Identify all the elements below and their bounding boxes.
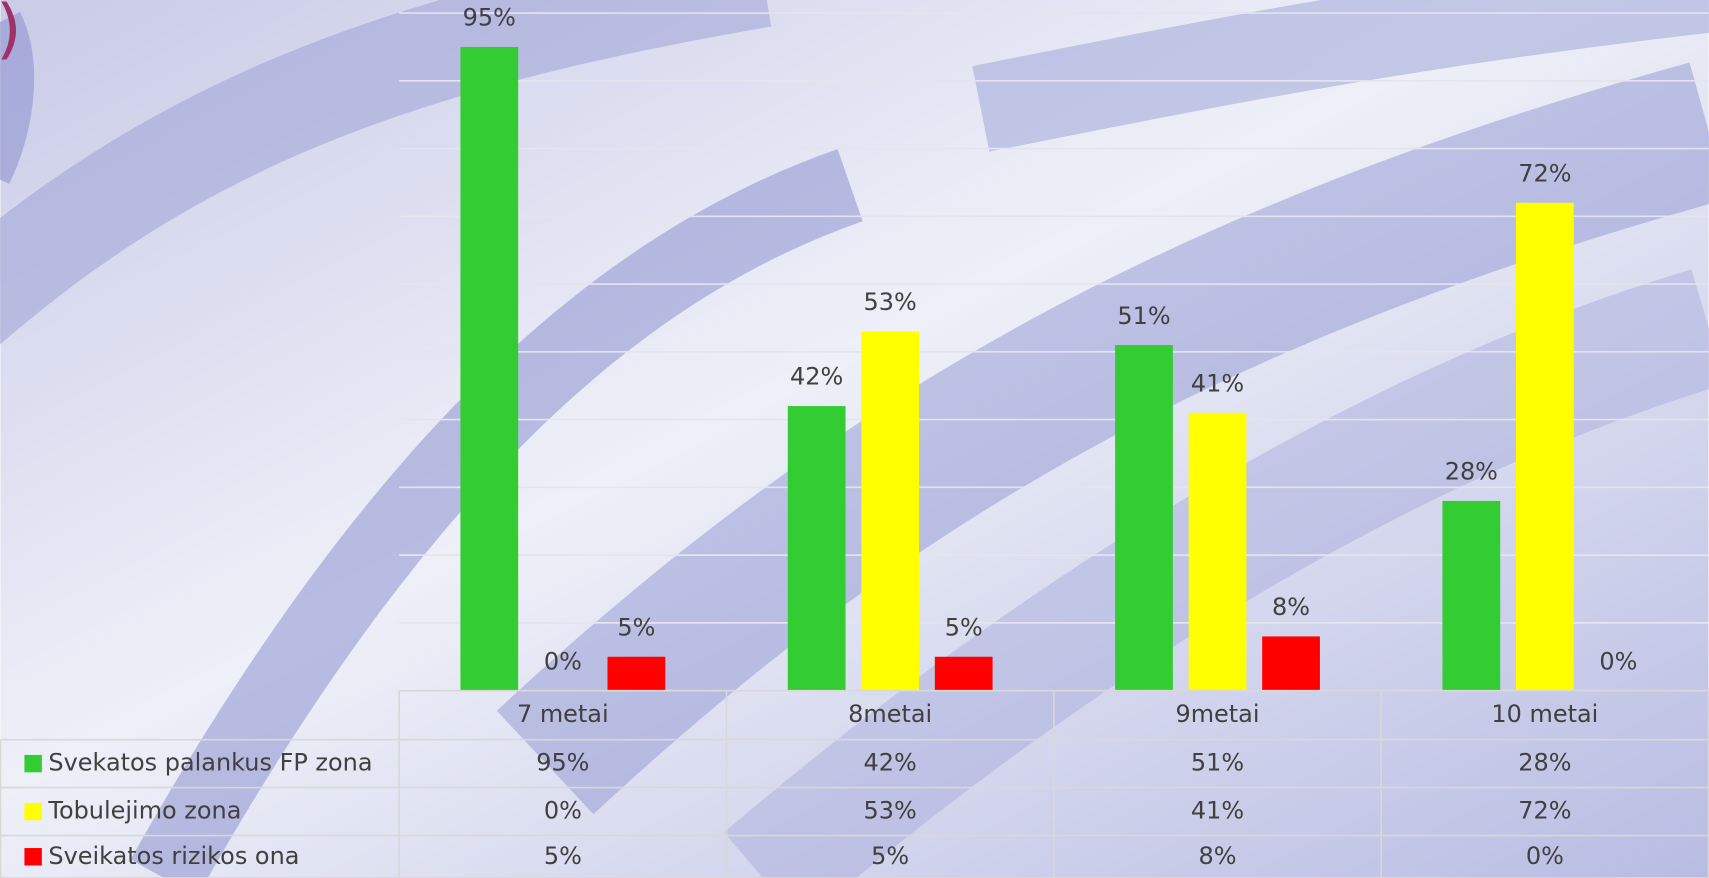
data-label: 28% (1445, 458, 1498, 486)
data-label: 5% (945, 613, 983, 641)
table-value: 51% (1191, 749, 1244, 777)
bar (460, 46, 519, 691)
category-label: 8metai (848, 700, 932, 728)
marks: 95% 42% 51% 28% 0% 53% 41% 72% 5% 5% 8% 0% (460, 4, 1637, 691)
bar (1262, 636, 1320, 691)
table-value: 53% (864, 797, 917, 825)
legend-swatch (24, 848, 42, 866)
bar (1515, 202, 1574, 691)
data-label: 53% (864, 288, 917, 316)
legend-label: Svekatos palankus FP zona (48, 749, 372, 777)
data-label: 8% (1272, 593, 1310, 621)
category-label: 9metai (1175, 700, 1259, 728)
table-value: 0% (1526, 842, 1564, 870)
data-label: 51% (1117, 302, 1170, 330)
grid (399, 12, 1709, 692)
data-table: 7 metai 8metai 9metai 10 metai Svekatos pala… (0, 689, 1709, 878)
bar (1115, 345, 1173, 691)
bar (787, 406, 846, 691)
bar (1188, 412, 1247, 691)
data-label: 0% (544, 647, 582, 675)
legend-swatch (24, 802, 42, 821)
data-label: 0% (1599, 647, 1637, 675)
table-value: 42% (864, 749, 917, 777)
table-value: 28% (1518, 749, 1571, 777)
table-value: 5% (544, 842, 582, 870)
data-label: 42% (790, 363, 843, 391)
data-label: 95% (463, 4, 516, 32)
data-label: 5% (617, 613, 655, 641)
bar (934, 656, 993, 691)
corner-text: ) (0, 0, 22, 67)
legend-label: Tobulejimo zona (47, 797, 241, 825)
table-value: 0% (544, 797, 582, 825)
data-label: 41% (1191, 370, 1244, 398)
bar (607, 656, 666, 691)
category-label: 10 metai (1491, 700, 1598, 728)
table-value: 8% (1199, 842, 1237, 870)
bar (861, 331, 920, 691)
table-value: 5% (871, 842, 909, 870)
table-value: 41% (1191, 797, 1244, 825)
table-value: 72% (1518, 797, 1571, 825)
table-value: 95% (536, 749, 589, 777)
legend-swatch (24, 754, 42, 773)
bar (1442, 500, 1501, 691)
category-label: 7 metai (517, 700, 609, 728)
data-label: 72% (1518, 159, 1571, 187)
legend-label: Sveikatos rizikos ona (48, 842, 299, 870)
